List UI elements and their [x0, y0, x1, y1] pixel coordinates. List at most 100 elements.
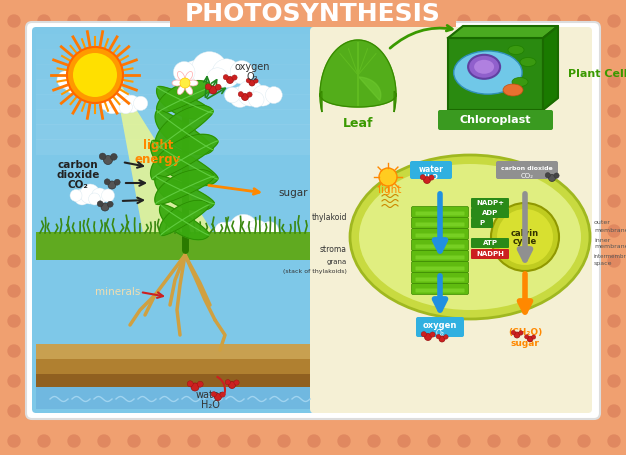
Circle shape — [608, 165, 620, 177]
FancyBboxPatch shape — [229, 0, 397, 35]
Circle shape — [173, 61, 195, 83]
Circle shape — [187, 381, 193, 387]
FancyBboxPatch shape — [416, 267, 464, 271]
FancyBboxPatch shape — [411, 283, 468, 294]
FancyBboxPatch shape — [411, 273, 468, 283]
Circle shape — [207, 68, 228, 89]
FancyBboxPatch shape — [438, 110, 553, 130]
Text: energy: energy — [135, 152, 181, 166]
Circle shape — [8, 435, 20, 447]
Circle shape — [308, 255, 320, 267]
Ellipse shape — [508, 46, 524, 55]
Circle shape — [248, 435, 260, 447]
Circle shape — [234, 380, 239, 385]
Circle shape — [428, 15, 440, 27]
Ellipse shape — [454, 51, 522, 94]
FancyBboxPatch shape — [416, 278, 464, 282]
Circle shape — [215, 394, 222, 400]
Circle shape — [527, 336, 533, 342]
FancyBboxPatch shape — [416, 212, 464, 216]
Polygon shape — [320, 40, 396, 112]
Polygon shape — [160, 204, 209, 240]
Text: space: space — [594, 261, 612, 266]
Text: O₂: O₂ — [246, 72, 258, 82]
Circle shape — [338, 405, 350, 417]
Circle shape — [101, 189, 115, 202]
Circle shape — [308, 225, 320, 237]
Circle shape — [608, 345, 620, 357]
Circle shape — [497, 209, 553, 265]
Ellipse shape — [177, 86, 185, 95]
Circle shape — [212, 59, 241, 88]
Text: NADP+: NADP+ — [476, 200, 504, 206]
Text: calvin: calvin — [511, 228, 539, 238]
Circle shape — [518, 15, 530, 27]
Text: ADP: ADP — [482, 210, 498, 216]
Circle shape — [430, 332, 435, 337]
Circle shape — [85, 76, 103, 94]
FancyBboxPatch shape — [36, 374, 310, 409]
FancyBboxPatch shape — [496, 161, 558, 179]
Circle shape — [421, 332, 426, 337]
Circle shape — [398, 15, 410, 27]
Circle shape — [488, 435, 500, 447]
Circle shape — [420, 175, 426, 180]
Circle shape — [608, 195, 620, 207]
Polygon shape — [155, 110, 213, 155]
Circle shape — [608, 315, 620, 327]
Text: O₂: O₂ — [436, 329, 444, 339]
FancyBboxPatch shape — [170, 0, 456, 27]
FancyBboxPatch shape — [410, 161, 452, 179]
Circle shape — [107, 201, 113, 207]
Text: Chloroplast: Chloroplast — [459, 115, 531, 125]
FancyBboxPatch shape — [416, 244, 464, 248]
Circle shape — [265, 86, 282, 103]
Circle shape — [608, 225, 620, 237]
Circle shape — [578, 15, 590, 27]
Circle shape — [8, 225, 20, 237]
Circle shape — [209, 86, 217, 94]
Text: cycle: cycle — [513, 238, 537, 247]
Circle shape — [252, 85, 273, 106]
Text: H₂O: H₂O — [200, 400, 220, 410]
Circle shape — [8, 75, 20, 87]
Circle shape — [308, 165, 320, 177]
Circle shape — [608, 435, 620, 447]
Circle shape — [368, 435, 380, 447]
Circle shape — [123, 95, 140, 113]
Circle shape — [192, 51, 227, 88]
Circle shape — [278, 405, 290, 417]
Circle shape — [218, 15, 230, 27]
FancyBboxPatch shape — [411, 251, 468, 262]
Circle shape — [554, 173, 559, 178]
Polygon shape — [156, 86, 213, 119]
Circle shape — [180, 78, 190, 88]
FancyBboxPatch shape — [471, 208, 509, 218]
FancyBboxPatch shape — [411, 262, 468, 273]
Circle shape — [108, 181, 116, 189]
Ellipse shape — [350, 155, 590, 319]
Text: grana: grana — [327, 259, 347, 265]
Circle shape — [608, 15, 620, 27]
Ellipse shape — [185, 86, 193, 95]
Circle shape — [491, 203, 559, 271]
Ellipse shape — [468, 55, 500, 79]
Text: sugar: sugar — [278, 188, 307, 198]
Circle shape — [218, 435, 230, 447]
Text: P: P — [480, 220, 485, 226]
Circle shape — [248, 405, 260, 417]
Circle shape — [227, 76, 233, 84]
Circle shape — [488, 15, 500, 27]
Circle shape — [608, 375, 620, 387]
FancyBboxPatch shape — [411, 228, 468, 239]
Circle shape — [188, 405, 200, 417]
Circle shape — [158, 15, 170, 27]
FancyBboxPatch shape — [416, 233, 464, 238]
Text: oxygen: oxygen — [234, 62, 270, 72]
FancyBboxPatch shape — [448, 38, 543, 110]
Polygon shape — [36, 79, 310, 95]
FancyBboxPatch shape — [411, 239, 468, 251]
FancyBboxPatch shape — [416, 317, 464, 337]
Circle shape — [308, 315, 320, 327]
Circle shape — [608, 75, 620, 87]
